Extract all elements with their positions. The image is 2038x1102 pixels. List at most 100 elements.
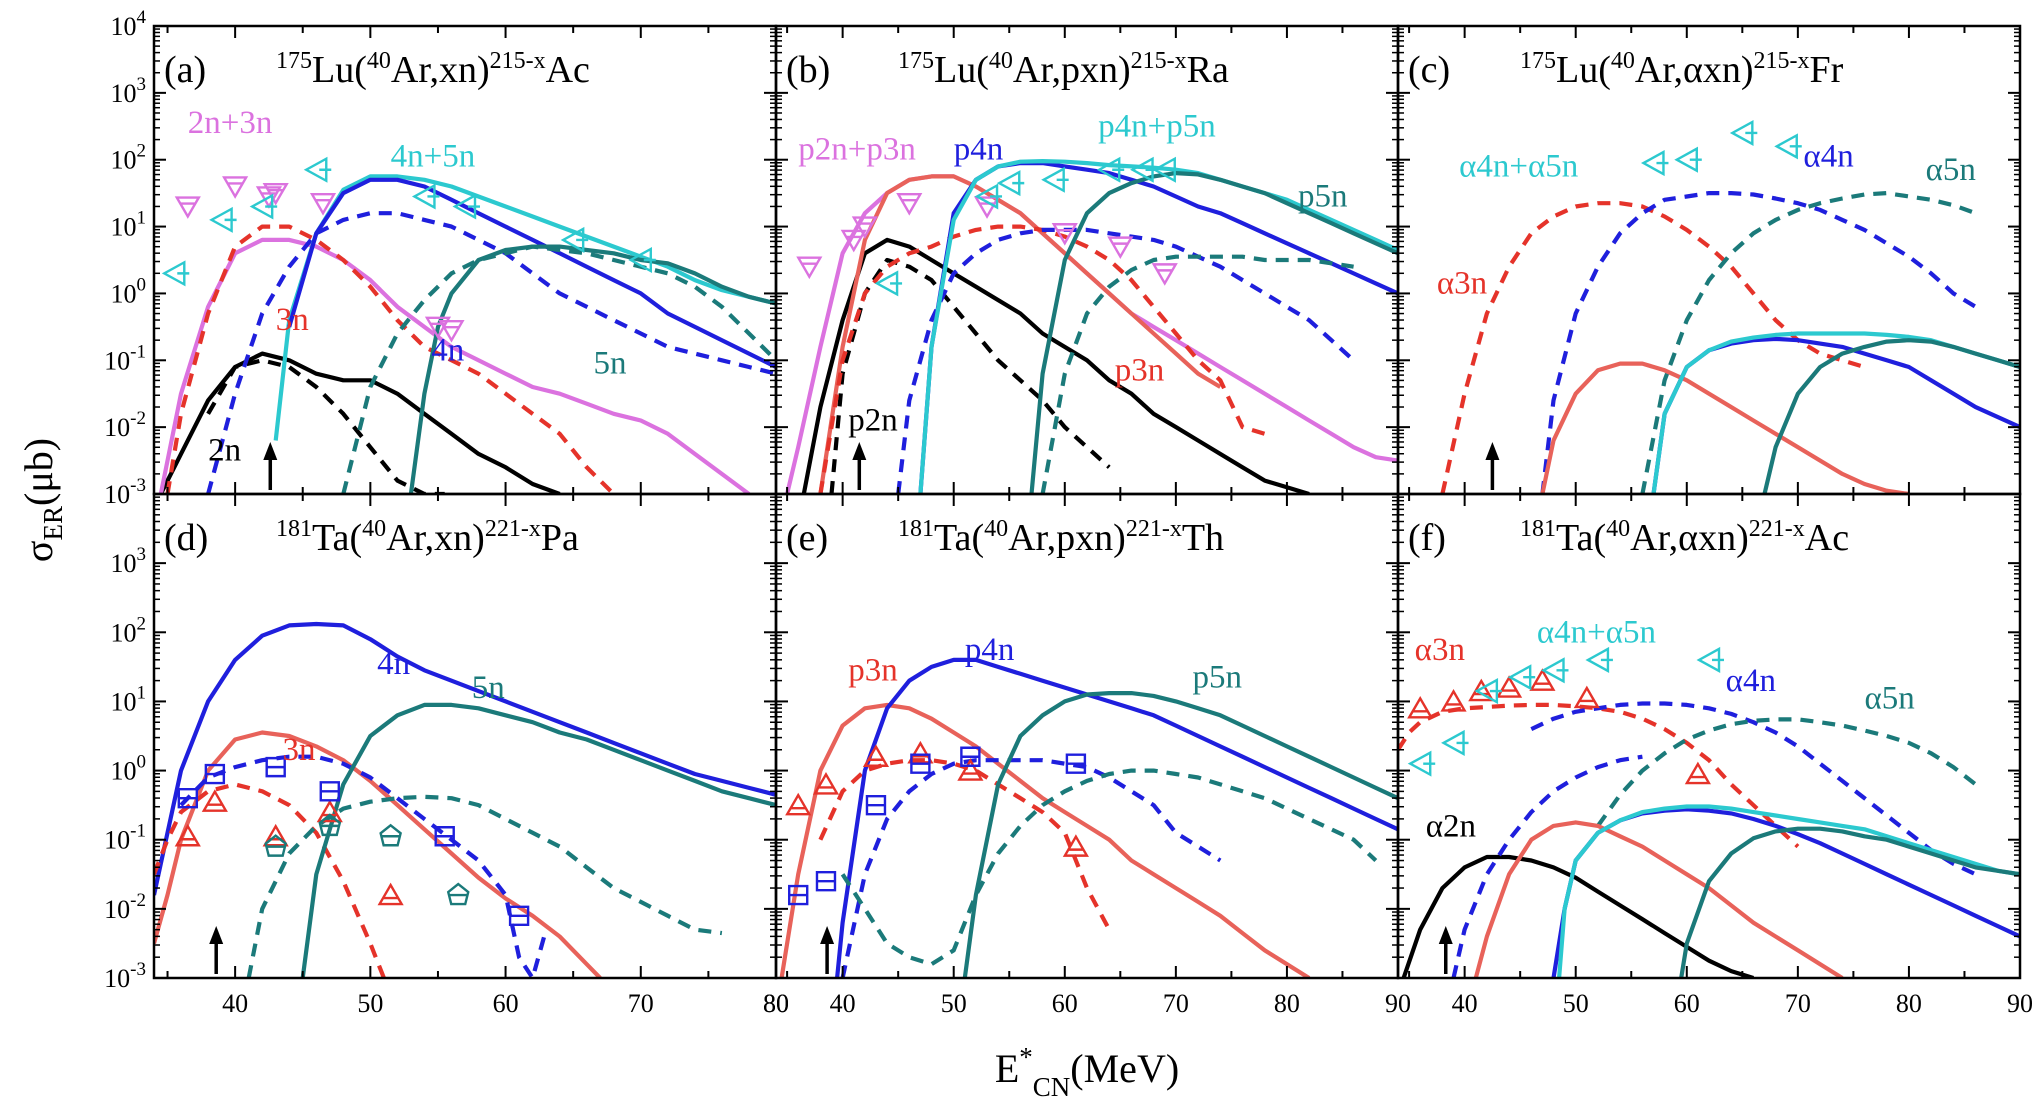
data-point xyxy=(1507,664,1536,691)
data-point xyxy=(1495,675,1523,698)
data-point xyxy=(1041,166,1069,193)
data-point xyxy=(628,246,656,274)
y-tick-label: 101 xyxy=(111,682,147,716)
data-point xyxy=(508,905,530,926)
x-tick-label: 80 xyxy=(763,989,789,1018)
data-point xyxy=(222,176,249,199)
curves-a xyxy=(158,174,776,494)
curve-label: p2n xyxy=(848,402,898,438)
data-point xyxy=(812,772,840,795)
y-tick-label: 101 xyxy=(111,208,147,242)
data-point xyxy=(204,763,226,785)
data-point xyxy=(1529,668,1556,691)
threshold-arrow-head xyxy=(263,442,278,460)
data-point xyxy=(1152,156,1180,183)
series-4n+5n-line xyxy=(273,174,776,441)
panel-letter: (c) xyxy=(1408,49,1450,91)
y-tick-label: 104 xyxy=(111,7,147,41)
y-tick-label: 10-3 xyxy=(104,475,146,509)
data-point xyxy=(1407,695,1434,719)
panel-frame xyxy=(774,492,1400,980)
x-tick-label: 90 xyxy=(1385,989,1411,1018)
data-point xyxy=(840,229,867,253)
data-point xyxy=(1573,685,1600,709)
data-point xyxy=(1541,657,1569,684)
data-point xyxy=(1585,646,1613,673)
data-point xyxy=(910,753,931,774)
series-p3n-dash-line xyxy=(818,758,1112,931)
panel-frame xyxy=(1396,492,2022,980)
curve-label: 4n xyxy=(377,646,410,682)
series-5n-dash-line xyxy=(341,244,776,494)
series-5n-line xyxy=(408,244,776,494)
x-tick-label: 40 xyxy=(830,989,856,1018)
panel-letter: (a) xyxy=(164,49,206,91)
data-point xyxy=(377,882,404,906)
x-tick-label: 40 xyxy=(1452,989,1478,1018)
x-tick-label: 70 xyxy=(1785,989,1811,1018)
panel-letter: (f) xyxy=(1408,517,1446,559)
threshold-arrow-head xyxy=(1485,442,1500,460)
curve-label: p4n+p5n xyxy=(1098,108,1216,144)
threshold-arrow-head xyxy=(1438,926,1453,944)
curve-label: α4n+α5n xyxy=(1459,148,1578,184)
curve-label: 2n xyxy=(208,433,241,469)
panel-frame xyxy=(152,24,778,496)
data-point xyxy=(788,884,809,906)
data-point xyxy=(303,156,332,183)
data-point xyxy=(974,183,1003,210)
x-tick-label: 50 xyxy=(357,989,383,1018)
series-p3n-line xyxy=(818,174,1222,494)
y-tick-label: 100 xyxy=(111,274,147,308)
panel-frame xyxy=(1396,24,2022,496)
series-2n-line xyxy=(158,351,561,494)
y-tick-label: 10-2 xyxy=(104,408,146,442)
curves-c xyxy=(1440,191,2020,494)
x-tick-label: 50 xyxy=(1563,989,1589,1018)
data-point xyxy=(874,270,903,297)
series-5n-dash-line xyxy=(246,794,723,978)
series-4n-line xyxy=(287,177,776,369)
curve-label: 4n xyxy=(431,332,464,368)
curves-b xyxy=(785,159,1398,494)
panel-d: (d) 181Ta(40Ar,xn)221-xPa 4n 5n 3n 40 50 60 70 80 xyxy=(152,492,789,1018)
data-point xyxy=(174,196,201,219)
series-α5n-solid-line xyxy=(1679,826,2020,978)
series-5n-line xyxy=(300,702,776,978)
panel-title: 181Ta(40Ar,αxn)221-xAc xyxy=(1520,516,1849,559)
curve-label: α4n xyxy=(1803,138,1853,174)
panel-b: (b) 175Lu(40Ar,pxn)215-xRa p2n+p3n p4n p4n+p… xyxy=(774,24,1400,496)
x-tick-label: 80 xyxy=(1896,989,1922,1018)
y-axis-title: σER(μb) xyxy=(16,438,68,562)
data-point xyxy=(161,260,190,287)
data-point xyxy=(1151,263,1178,286)
curve-label: 3n xyxy=(282,732,315,768)
x-tick-label: 60 xyxy=(493,989,519,1018)
series-α5n-solid-line xyxy=(1762,338,2020,494)
series-p5n-dash-line xyxy=(840,768,1378,967)
series-p5n-line xyxy=(1029,171,1398,494)
curve-label: p3n xyxy=(848,653,898,689)
points-f xyxy=(1407,646,1724,785)
y-tick-label: 102 xyxy=(111,141,147,175)
curve-label: α4n xyxy=(1726,663,1776,699)
curve-label: 5n xyxy=(472,670,505,706)
data-point xyxy=(438,320,465,343)
data-point xyxy=(249,193,278,220)
panel-letter: (e) xyxy=(786,517,828,559)
curve-label: α5n xyxy=(1865,680,1915,716)
panel-letter: (b) xyxy=(786,49,830,91)
curve-label: α3n xyxy=(1415,632,1465,668)
y-tick-label: 102 xyxy=(111,613,147,647)
series-p2n-line xyxy=(801,237,1310,494)
series-α5n-line xyxy=(1596,717,1977,828)
series-p5n-dash-line xyxy=(1040,254,1354,494)
data-point xyxy=(1696,646,1724,673)
curves-e xyxy=(779,657,1398,978)
data-point xyxy=(1474,678,1502,705)
data-point xyxy=(309,192,337,216)
series-p5n-line xyxy=(962,691,1398,978)
x-tick-label: 80 xyxy=(1274,989,1300,1018)
series-p3n-dash-line xyxy=(818,224,1266,494)
